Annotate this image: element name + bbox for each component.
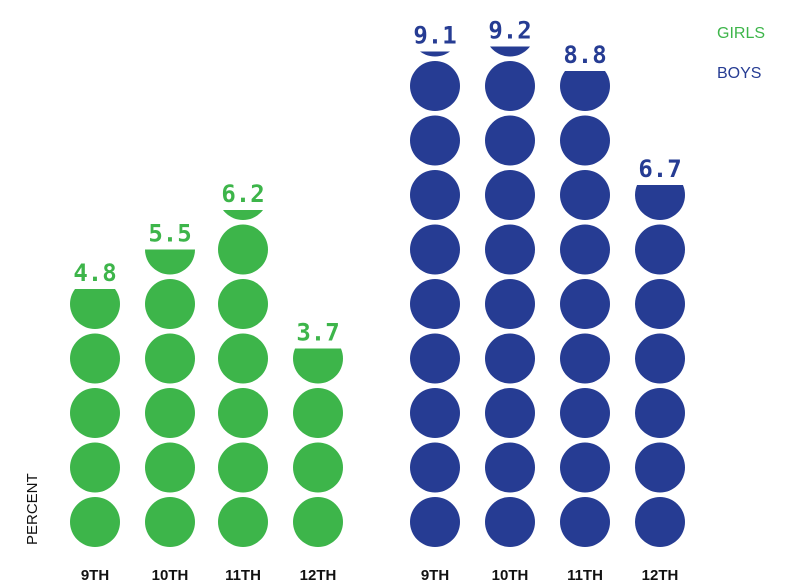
value-label-girls-9th: 4.8 [73, 259, 116, 287]
category-tick-labels: 9TH 10TH 11TH 12TH 9TH 10TH 11TH 12TH [81, 567, 679, 584]
dot-boys-10th-3 [485, 388, 535, 438]
tick-label-girls-10th: 10TH [152, 567, 189, 584]
dot-girls-10th-3 [145, 388, 195, 438]
dot-girls-9th-3 [70, 388, 120, 438]
tick-label-girls-9th: 9TH [81, 567, 109, 584]
dot-boys-10th-2 [485, 442, 535, 493]
dot-boys-11th-1 [560, 497, 610, 547]
dot-boys-11th-8 [560, 115, 610, 166]
dot-boys-9th-partial [420, 51, 450, 57]
dot-girls-11th-1 [218, 497, 268, 547]
dot-girls-9th-partial [70, 289, 120, 329]
dot-girls-12th-2 [293, 442, 343, 493]
dot-girls-9th-1 [70, 497, 120, 547]
dot-boys-11th-2 [560, 442, 610, 493]
value-label-boys-11th: 8.8 [563, 41, 606, 69]
dot-girls-11th-2 [218, 442, 268, 493]
dot-boys-9th-5 [410, 279, 460, 329]
tick-label-girls-12th: 12TH [300, 567, 337, 584]
value-label-girls-12th: 3.7 [296, 319, 339, 347]
dot-boys-10th-6 [485, 224, 535, 275]
dot-boys-12th-1 [635, 497, 685, 547]
dot-girls-12th-partial [293, 348, 343, 384]
dot-boys-10th-9 [485, 61, 535, 111]
dot-girls-11th-3 [218, 388, 268, 438]
dot-boys-11th-7 [560, 170, 610, 220]
dot-boys-11th-4 [560, 333, 610, 384]
dot-boys-9th-9 [410, 61, 460, 111]
dot-boys-11th-partial [560, 71, 610, 111]
tick-label-boys-9th: 9TH [421, 567, 449, 584]
dot-boys-9th-6 [410, 224, 460, 275]
value-label-girls-10th: 5.5 [148, 220, 191, 248]
dot-boys-10th-5 [485, 279, 535, 329]
legend: GIRLS BOYS [717, 25, 765, 82]
value-label-boys-9th: 9.1 [413, 22, 456, 50]
value-labels: 4.8 5.5 6.2 3.7 9.1 9.2 8.8 6.7 [73, 17, 681, 347]
tick-label-boys-11th: 11TH [567, 567, 603, 584]
dot-girls-10th-1 [145, 497, 195, 547]
dot-girls-12th-3 [293, 388, 343, 438]
dot-boys-11th-3 [560, 388, 610, 438]
tick-label-boys-12th: 12TH [642, 567, 679, 584]
dot-boys-12th-6 [635, 224, 685, 275]
dot-boys-10th-1 [485, 497, 535, 547]
value-label-boys-10th: 9.2 [488, 17, 531, 45]
dot-boys-9th-4 [410, 333, 460, 384]
dot-boys-10th-4 [485, 333, 535, 384]
dot-girls-12th-1 [293, 497, 343, 547]
dot-boys-11th-6 [560, 224, 610, 275]
dot-girls-10th-2 [145, 442, 195, 493]
dot-boys-12th-partial [635, 185, 685, 220]
y-axis-label: PERCENT [24, 473, 41, 545]
dot-boys-9th-2 [410, 442, 460, 493]
dot-girls-11th-4 [218, 333, 268, 384]
dot-boys-9th-1 [410, 497, 460, 547]
dot-boys-9th-3 [410, 388, 460, 438]
dot-boys-9th-8 [410, 115, 460, 166]
dot-boys-12th-4 [635, 333, 685, 384]
dot-boys-10th-partial [490, 46, 530, 57]
legend-item-boys: BOYS [717, 65, 761, 82]
dot-girls-9th-2 [70, 442, 120, 493]
dot-girls-9th-4 [70, 333, 120, 384]
dot-girls-11th-6 [218, 224, 268, 275]
legend-item-girls: GIRLS [717, 25, 765, 42]
dot-girls-10th-4 [145, 333, 195, 384]
tick-label-boys-10th: 10TH [492, 567, 529, 584]
tick-label-girls-11th: 11TH [225, 567, 261, 584]
value-label-boys-12th: 6.7 [638, 155, 681, 183]
chart-marks [70, 46, 685, 547]
dot-girls-10th-partial [145, 249, 195, 275]
dot-boys-12th-3 [635, 388, 685, 438]
dot-girls-11th-partial [223, 210, 263, 220]
dot-boys-11th-5 [560, 279, 610, 329]
dot-boys-10th-8 [485, 115, 535, 166]
dot-boys-12th-5 [635, 279, 685, 329]
dot-boys-12th-2 [635, 442, 685, 493]
value-label-girls-11th: 6.2 [221, 180, 264, 208]
dot-girls-10th-5 [145, 279, 195, 329]
dot-boys-9th-7 [410, 170, 460, 220]
dot-boys-10th-7 [485, 170, 535, 220]
dot-girls-11th-5 [218, 279, 268, 329]
